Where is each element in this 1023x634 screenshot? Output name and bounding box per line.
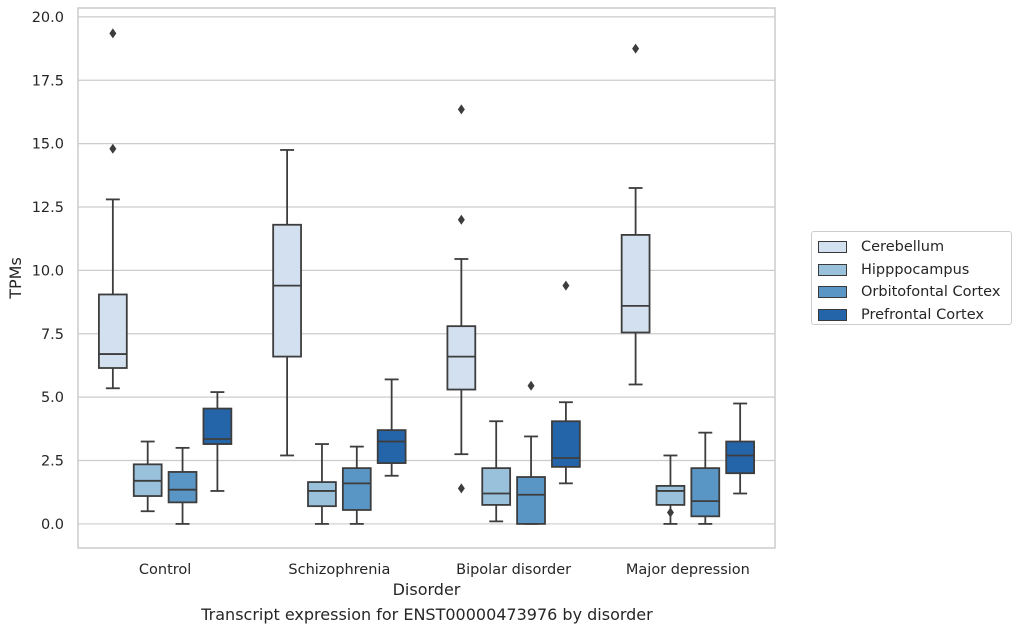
y-tick-label: 10.0	[32, 263, 64, 279]
legend-item-hippocampus: Hipppocampus	[818, 259, 1011, 282]
legend-item-cerebellum: Cerebellum	[818, 236, 1011, 259]
legend-swatch-hippocampus	[818, 263, 847, 276]
box-group	[620, 43, 651, 386]
box-group	[551, 280, 581, 485]
box	[167, 471, 198, 504]
x-tick-label: Major depression	[626, 562, 750, 578]
legend-swatch-orbitofrontal-cortex	[818, 286, 847, 299]
legend-label-prefrontal-cortex: Prefrontal Cortex	[861, 306, 984, 323]
box	[690, 467, 721, 518]
legend-swatch-cerebellum	[818, 241, 847, 254]
box-group	[272, 149, 302, 457]
box	[341, 467, 372, 511]
outlier-point	[109, 28, 117, 39]
box-group	[481, 420, 512, 523]
y-tick-label: 7.5	[41, 327, 64, 343]
y-tick-label: 2.5	[41, 454, 64, 470]
y-tick-label: 5.0	[41, 390, 64, 406]
outlier-point	[527, 380, 535, 391]
outlier-point	[457, 214, 465, 225]
y-axis-label: TPMs	[6, 257, 25, 300]
box-group	[376, 378, 407, 477]
x-tick-label: Schizophrenia	[288, 562, 390, 578]
chart-caption: Transcript expression for ENST0000047397…	[201, 605, 653, 624]
outlier-point	[457, 483, 465, 494]
y-tick-label: 17.5	[32, 73, 64, 89]
legend-swatch-prefrontal-cortex	[818, 308, 847, 321]
box	[446, 325, 477, 391]
y-tick-labels: 0.0 2.5 5.0 7.5 10.0 12.5 15.0 17.5 20.0	[32, 10, 64, 533]
box-group	[690, 431, 721, 525]
chart-legend: Cerebellum Hipppocampus Orbitofontal Cor…	[811, 231, 1012, 325]
legend-item-prefrontal-cortex: Prefrontal Cortex	[818, 304, 1011, 327]
x-tick-label: Bipolar disorder	[456, 562, 571, 578]
y-tick-label: 0.0	[41, 517, 64, 533]
legend-label-orbitofrontal-cortex: Orbitofontal Cortex	[861, 284, 1001, 301]
box	[725, 440, 755, 475]
box-group	[655, 454, 686, 525]
box-group	[516, 380, 546, 525]
box-group	[202, 391, 233, 492]
y-gridlines	[78, 16, 775, 525]
box	[620, 234, 651, 334]
legend-label-cerebellum: Cerebellum	[861, 239, 945, 256]
x-tick-label: Control	[139, 562, 191, 578]
x-tick-labels: Control Schizophrenia Bipolar disorder Majo…	[139, 562, 750, 578]
box	[98, 293, 128, 369]
box	[481, 467, 512, 506]
box	[376, 429, 407, 464]
plot-frame	[77, 7, 776, 549]
box-group	[446, 104, 477, 494]
outlier-point	[457, 104, 465, 115]
box	[551, 420, 581, 468]
box	[516, 476, 546, 525]
box-group	[341, 445, 372, 525]
outlier-point	[632, 43, 640, 54]
y-tick-label: 12.5	[32, 200, 64, 216]
legend-label-hippocampus: Hipppocampus	[861, 261, 970, 278]
box-plot-series	[98, 28, 755, 525]
box	[272, 223, 302, 358]
legend-item-orbitofrontal-cortex: Orbitofontal Cortex	[818, 281, 1011, 304]
box	[307, 481, 337, 508]
y-tick-label: 15.0	[32, 137, 64, 153]
box	[655, 484, 686, 506]
box-group	[307, 443, 337, 525]
x-axis-label: Disorder	[393, 580, 461, 599]
box-group	[167, 446, 198, 525]
y-tick-label: 20.0	[32, 10, 64, 26]
box-group	[98, 28, 128, 390]
box-group	[725, 402, 755, 495]
outlier-point	[666, 507, 674, 518]
box-group	[132, 440, 163, 513]
outlier-point	[109, 143, 117, 154]
outlier-point	[562, 280, 570, 291]
